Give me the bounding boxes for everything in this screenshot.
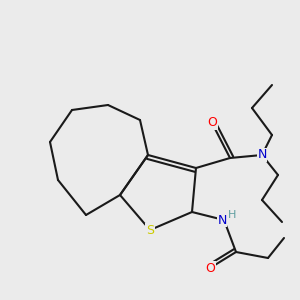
- Text: O: O: [205, 262, 215, 275]
- Text: N: N: [257, 148, 267, 161]
- Text: O: O: [207, 116, 217, 130]
- Text: S: S: [146, 224, 154, 236]
- Text: H: H: [228, 210, 236, 220]
- Text: N: N: [217, 214, 227, 226]
